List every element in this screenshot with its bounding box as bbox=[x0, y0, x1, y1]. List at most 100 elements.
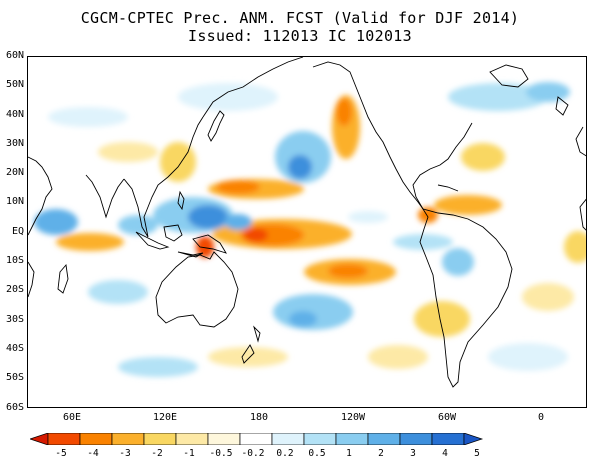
anomaly-blob bbox=[178, 83, 278, 111]
anomaly-blob bbox=[196, 236, 214, 258]
colorbar-label: 0.5 bbox=[308, 448, 326, 459]
coastline bbox=[135, 231, 170, 250]
colorbar-swatch bbox=[303, 433, 337, 445]
colorbar-label: -0.2 bbox=[241, 448, 265, 459]
coastline bbox=[155, 251, 239, 328]
colorbar-label: 3 bbox=[410, 448, 416, 459]
lat-label: 60S bbox=[5, 402, 24, 413]
anomaly-blob bbox=[273, 294, 353, 330]
anomaly-blob bbox=[88, 280, 148, 304]
lat-label: 50S bbox=[5, 372, 24, 383]
lat-label: EQ bbox=[11, 226, 24, 237]
lat-label: 20N bbox=[5, 167, 24, 178]
colorbar-swatch bbox=[335, 433, 369, 445]
coastline bbox=[437, 184, 459, 192]
lat-label: 30S bbox=[5, 314, 24, 325]
anomaly-field bbox=[34, 82, 586, 377]
lon-label: 60W bbox=[437, 412, 457, 423]
anomaly-blob bbox=[526, 82, 570, 102]
coastline bbox=[28, 261, 35, 298]
anomaly-blob bbox=[418, 207, 438, 223]
lat-label: 40N bbox=[5, 109, 24, 120]
anomaly-blob bbox=[48, 107, 128, 127]
coastline bbox=[419, 208, 513, 388]
coastline bbox=[57, 263, 69, 294]
anomaly-blob bbox=[118, 215, 158, 235]
coastline bbox=[207, 110, 225, 142]
coastline bbox=[241, 344, 255, 364]
chart-subtitle: Issued: 112013 IC 102013 bbox=[188, 27, 412, 45]
anomaly-blob bbox=[414, 301, 470, 337]
anomaly-blob bbox=[448, 83, 548, 111]
anomaly-blob bbox=[188, 205, 228, 229]
colorbar-swatch bbox=[111, 433, 145, 445]
lat-label: 60N bbox=[5, 50, 24, 61]
anomaly-blob bbox=[224, 214, 252, 230]
colorbar-label: -2 bbox=[151, 448, 163, 459]
coastline bbox=[85, 174, 125, 219]
lat-label: 30N bbox=[5, 138, 24, 149]
colorbar-label: -1 bbox=[183, 448, 195, 459]
anomaly-blob bbox=[368, 345, 428, 369]
coastline bbox=[163, 224, 183, 242]
colorbar-swatch bbox=[399, 433, 433, 445]
colorbar-swatch bbox=[47, 433, 81, 445]
colorbar-swatch bbox=[207, 433, 241, 445]
anomaly-blob bbox=[160, 142, 196, 182]
coastline bbox=[555, 96, 569, 116]
colorbar-swatch bbox=[239, 433, 273, 445]
anomaly-blob bbox=[216, 180, 260, 194]
colorbar-label: 0.2 bbox=[276, 448, 294, 459]
colorbar-swatch bbox=[30, 433, 49, 445]
colorbar-swatch bbox=[79, 433, 113, 445]
anomaly-blob bbox=[348, 211, 388, 223]
coastline bbox=[579, 198, 586, 231]
anomaly-blob bbox=[118, 357, 198, 377]
lon-label: 120E bbox=[152, 412, 178, 423]
colorbar-swatch bbox=[175, 433, 209, 445]
coastline bbox=[202, 57, 304, 118]
anomaly-blob bbox=[522, 283, 574, 311]
colorbar-label: -0.5 bbox=[209, 448, 233, 459]
anomaly-blob bbox=[208, 347, 288, 367]
colorbar-label: 1 bbox=[346, 448, 352, 459]
colorbar-swatch bbox=[367, 433, 401, 445]
anomaly-blob bbox=[98, 142, 158, 162]
lat-label: 40S bbox=[5, 343, 24, 354]
lat-label: 20S bbox=[5, 284, 24, 295]
anomaly-blob bbox=[244, 228, 268, 242]
colorbar-label: -4 bbox=[87, 448, 99, 459]
lon-label: 120W bbox=[340, 412, 366, 423]
precip-anomaly-map bbox=[28, 57, 586, 388]
lat-label: 10N bbox=[5, 196, 24, 207]
colorbar-label: -3 bbox=[119, 448, 131, 459]
lat-label: 50N bbox=[5, 79, 24, 90]
coastline bbox=[177, 251, 204, 258]
anomaly-blob bbox=[328, 264, 368, 278]
anomaly-blob bbox=[56, 233, 124, 251]
colorbar-label: -5 bbox=[55, 448, 67, 459]
coastline bbox=[253, 325, 261, 343]
coastline bbox=[177, 190, 185, 211]
anomaly-blob bbox=[336, 98, 352, 126]
lon-label: 180 bbox=[249, 412, 269, 423]
map-frame bbox=[27, 56, 587, 408]
anomaly-blob bbox=[393, 234, 453, 250]
lat-label: 10S bbox=[5, 255, 24, 266]
colorbar-label: 5 bbox=[474, 448, 480, 459]
anomaly-blob bbox=[442, 248, 474, 276]
coastline bbox=[123, 116, 204, 238]
colorbar-label: 4 bbox=[442, 448, 448, 459]
anomaly-blob bbox=[461, 143, 505, 171]
lon-label: 60E bbox=[62, 412, 82, 423]
anomaly-blob bbox=[34, 209, 78, 235]
colorbar-swatch bbox=[463, 433, 484, 445]
coastline bbox=[28, 156, 53, 236]
colorbar-label: 2 bbox=[378, 448, 384, 459]
coastline bbox=[412, 122, 473, 210]
coastline bbox=[192, 234, 227, 254]
chart-title: CGCM-CPTEC Prec. ANM. FCST (Valid for DJ… bbox=[80, 9, 520, 27]
coastline bbox=[312, 61, 424, 210]
colorbar-swatch bbox=[431, 433, 465, 445]
coastline bbox=[489, 64, 529, 88]
